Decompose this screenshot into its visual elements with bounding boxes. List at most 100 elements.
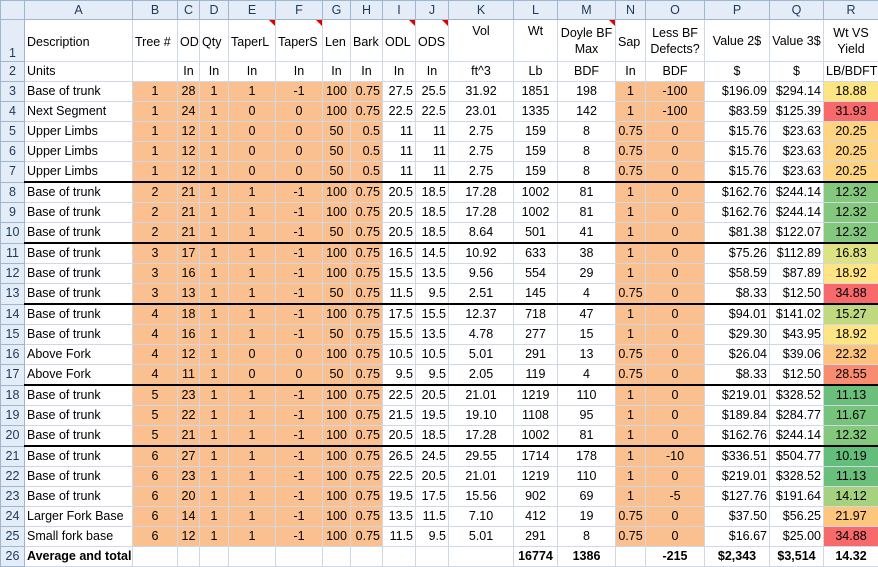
cell-tree-number[interactable]: 4 [132,324,178,345]
cell-bark[interactable]: 0.75 [350,303,383,325]
cell-qty[interactable]: 1 [199,425,229,447]
cell-vol[interactable]: 12.37 [448,303,514,325]
cell-sap[interactable]: 1 [615,384,646,406]
cell-taper-s[interactable]: -1 [275,242,323,264]
cell-taper-s[interactable]: -1 [275,222,323,244]
column-header-c[interactable]: C [177,0,200,20]
cell-value-3[interactable]: $87.89 [769,263,824,284]
cell-tree-number[interactable]: 1 [132,101,178,122]
cell-value-3[interactable]: $244.14 [769,425,824,447]
units-cell[interactable]: BDF [645,61,705,82]
cell-taper-s[interactable]: -1 [275,384,323,406]
cell-tree-number[interactable]: 1 [132,121,178,142]
units-cell[interactable]: In [199,61,229,82]
cell-vol[interactable]: 29.55 [448,445,514,467]
cell-description[interactable]: Base of trunk [24,81,133,102]
cell-doyle-bf-max[interactable]: 8 [557,121,616,142]
cell-len[interactable]: 50 [322,283,351,305]
cell-ods[interactable]: 13.5 [415,263,449,284]
cell-od[interactable]: 23 [177,384,200,406]
totals-cell-less-bf-defects[interactable]: -215 [645,546,705,567]
cell-taper-s[interactable]: -1 [275,425,323,447]
cell-ods[interactable]: 18.5 [415,181,449,203]
row-header[interactable]: 6 [0,141,25,162]
cell-taper-l[interactable]: 0 [228,101,276,122]
cell-value-3[interactable]: $504.77 [769,445,824,467]
cell-value-3[interactable]: $125.39 [769,101,824,122]
cell-odl[interactable]: 27.5 [382,81,416,102]
cell-ods[interactable]: 9.5 [415,364,449,386]
cell-doyle-bf-max[interactable]: 110 [557,466,616,487]
cell-less-bf-defects[interactable]: 0 [645,384,705,406]
units-cell[interactable]: LB/BDFT [823,61,878,82]
cell-value-2[interactable]: $94.01 [704,303,770,325]
units-label[interactable]: Units [24,61,133,82]
cell-ods[interactable]: 13.5 [415,324,449,345]
cell-bark[interactable]: 0.75 [350,181,383,203]
column-header-g[interactable]: G [322,0,351,20]
cell-description[interactable]: Base of trunk [24,283,133,305]
cell-qty[interactable]: 1 [199,486,229,507]
row-header[interactable]: 9 [0,202,25,223]
cell-od[interactable]: 21 [177,181,200,203]
row-header[interactable]: 13 [0,283,25,305]
cell-less-bf-defects[interactable]: 0 [645,506,705,527]
header-taper-l[interactable]: TaperL [228,19,276,62]
column-header-f[interactable]: F [275,0,323,20]
cell-vol[interactable]: 2.05 [448,364,514,386]
cell-less-bf-defects[interactable]: -100 [645,101,705,122]
cell-sap[interactable]: 0.75 [615,121,646,142]
cell-value-2[interactable]: $336.51 [704,445,770,467]
header-value-2[interactable]: Value 2$ [704,19,770,62]
cell-less-bf-defects[interactable]: 0 [645,161,705,183]
cell-qty[interactable]: 1 [199,263,229,284]
cell-od[interactable]: 27 [177,445,200,467]
cell-qty[interactable]: 1 [199,526,229,547]
cell-len[interactable]: 50 [322,161,351,183]
cell-less-bf-defects[interactable]: 0 [645,303,705,325]
cell-od[interactable]: 21 [177,222,200,244]
cell-sap[interactable]: 1 [615,101,646,122]
row-header[interactable]: 21 [0,445,25,467]
cell-value-3[interactable]: $294.14 [769,81,824,102]
units-cell[interactable]: In [177,61,200,82]
cell-value-3[interactable]: $12.50 [769,283,824,305]
cell-description[interactable]: Base of trunk [24,405,133,426]
cell-value-2[interactable]: $219.01 [704,466,770,487]
cell-vol[interactable]: 21.01 [448,466,514,487]
cell-value-2[interactable]: $15.76 [704,161,770,183]
cell-taper-s[interactable]: -1 [275,202,323,223]
cell-value-3[interactable]: $244.14 [769,181,824,203]
cell-description[interactable]: Upper Limbs [24,121,133,142]
cell-value-2[interactable]: $8.33 [704,283,770,305]
cell-value-2[interactable]: $58.59 [704,263,770,284]
cell-taper-s[interactable]: 0 [275,121,323,142]
cell-taper-s[interactable]: 0 [275,364,323,386]
units-cell[interactable]: In [350,61,383,82]
cell-description[interactable]: Base of trunk [24,181,133,203]
cell-vol[interactable]: 2.75 [448,141,514,162]
header-odl[interactable]: ODL [382,19,416,62]
header-value-3[interactable]: Value 3$ [769,19,824,62]
cell-wt[interactable]: 159 [513,121,558,142]
cell-wt[interactable]: 902 [513,486,558,507]
row-header[interactable]: 12 [0,263,25,284]
cell-taper-s[interactable]: -1 [275,283,323,305]
row-header[interactable]: 8 [0,181,25,203]
cell-value-3[interactable]: $56.25 [769,506,824,527]
header-description[interactable]: Description [24,19,133,62]
cell-value-3[interactable]: $284.77 [769,405,824,426]
cell-len[interactable]: 100 [322,344,351,365]
cell-wt-vs-yield[interactable]: 10.19 [823,445,878,467]
cell-sap[interactable]: 1 [615,405,646,426]
cell-sap[interactable]: 0.75 [615,364,646,386]
cell-wt[interactable]: 159 [513,161,558,183]
cell-tree-number[interactable]: 6 [132,445,178,467]
cell-wt[interactable]: 718 [513,303,558,325]
cell-qty[interactable]: 1 [199,202,229,223]
cell-doyle-bf-max[interactable]: 29 [557,263,616,284]
cell-value-3[interactable]: $191.64 [769,486,824,507]
cell-tree-number[interactable]: 5 [132,405,178,426]
cell-taper-s[interactable]: 0 [275,344,323,365]
cell-value-3[interactable]: $23.63 [769,141,824,162]
